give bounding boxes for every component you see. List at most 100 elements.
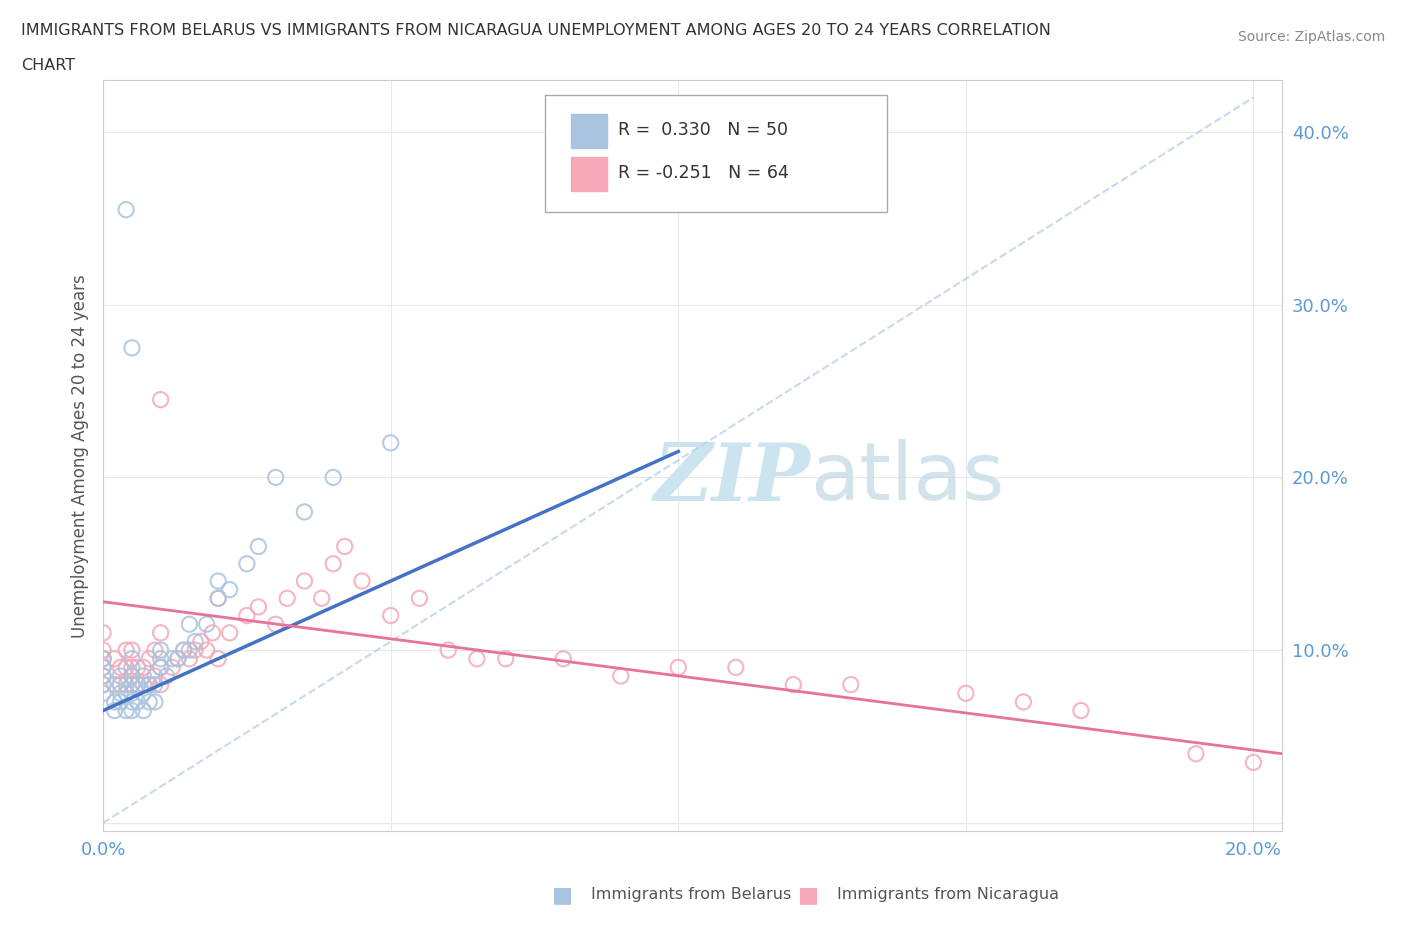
Point bbox=[184, 643, 207, 658]
Point bbox=[149, 660, 172, 675]
Point bbox=[115, 202, 138, 217]
Point bbox=[138, 695, 160, 710]
Text: Immigrants from Nicaragua: Immigrants from Nicaragua bbox=[837, 887, 1059, 902]
Point bbox=[666, 660, 689, 675]
Point bbox=[724, 660, 747, 675]
Point bbox=[138, 651, 160, 666]
Point bbox=[1243, 755, 1265, 770]
Point bbox=[247, 600, 270, 615]
Point bbox=[195, 617, 218, 631]
Point bbox=[201, 625, 224, 640]
Point bbox=[236, 556, 259, 571]
Point bbox=[149, 651, 172, 666]
Y-axis label: Unemployment Among Ages 20 to 24 years: Unemployment Among Ages 20 to 24 years bbox=[72, 274, 89, 638]
Point bbox=[91, 651, 114, 666]
Point bbox=[121, 669, 143, 684]
Point bbox=[121, 703, 143, 718]
Point bbox=[110, 677, 132, 692]
Text: ZIP: ZIP bbox=[654, 440, 811, 517]
Point bbox=[190, 634, 212, 649]
FancyBboxPatch shape bbox=[571, 157, 606, 191]
Point bbox=[322, 556, 344, 571]
Point bbox=[104, 677, 127, 692]
Point bbox=[610, 669, 633, 684]
Point bbox=[91, 685, 114, 700]
Point bbox=[127, 677, 149, 692]
Point bbox=[91, 651, 114, 666]
Point bbox=[839, 677, 862, 692]
Point bbox=[1070, 703, 1092, 718]
Point bbox=[121, 643, 143, 658]
Point bbox=[121, 677, 143, 692]
Text: IMMIGRANTS FROM BELARUS VS IMMIGRANTS FROM NICARAGUA UNEMPLOYMENT AMONG AGES 20 : IMMIGRANTS FROM BELARUS VS IMMIGRANTS FR… bbox=[21, 23, 1050, 38]
Point bbox=[294, 574, 316, 589]
Point bbox=[143, 643, 166, 658]
Point bbox=[104, 703, 127, 718]
Point bbox=[110, 660, 132, 675]
Point bbox=[1012, 695, 1035, 710]
Point bbox=[179, 651, 201, 666]
Point bbox=[132, 669, 155, 684]
Text: R = -0.251   N = 64: R = -0.251 N = 64 bbox=[619, 165, 789, 182]
Point bbox=[155, 669, 177, 684]
Point bbox=[167, 651, 190, 666]
Point bbox=[207, 591, 229, 605]
Point bbox=[115, 677, 138, 692]
Point bbox=[236, 608, 259, 623]
Point bbox=[207, 574, 229, 589]
Point bbox=[121, 651, 143, 666]
Point bbox=[91, 677, 114, 692]
Point bbox=[782, 677, 804, 692]
Point bbox=[121, 660, 143, 675]
Point bbox=[138, 677, 160, 692]
Point bbox=[104, 695, 127, 710]
Point bbox=[91, 643, 114, 658]
FancyBboxPatch shape bbox=[546, 95, 887, 212]
Point bbox=[437, 643, 460, 658]
Text: ■: ■ bbox=[553, 884, 572, 905]
Point bbox=[264, 470, 287, 485]
Point bbox=[143, 695, 166, 710]
Point bbox=[179, 643, 201, 658]
Point bbox=[115, 643, 138, 658]
Point bbox=[110, 669, 132, 684]
Point bbox=[104, 651, 127, 666]
Point bbox=[127, 660, 149, 675]
Point bbox=[121, 677, 143, 692]
Point bbox=[333, 539, 356, 554]
Point bbox=[91, 660, 114, 675]
Point bbox=[149, 677, 172, 692]
Point bbox=[121, 695, 143, 710]
Point bbox=[115, 703, 138, 718]
Point bbox=[408, 591, 430, 605]
Point bbox=[121, 685, 143, 700]
Point bbox=[91, 625, 114, 640]
Text: atlas: atlas bbox=[811, 439, 1005, 517]
Point bbox=[184, 634, 207, 649]
Text: Immigrants from Belarus: Immigrants from Belarus bbox=[591, 887, 790, 902]
Point bbox=[173, 643, 195, 658]
Text: ■: ■ bbox=[799, 884, 818, 905]
Point bbox=[143, 669, 166, 684]
Point bbox=[173, 643, 195, 658]
Point bbox=[195, 643, 218, 658]
Point bbox=[350, 574, 373, 589]
Point bbox=[149, 660, 172, 675]
Point bbox=[294, 504, 316, 519]
Text: Source: ZipAtlas.com: Source: ZipAtlas.com bbox=[1237, 30, 1385, 44]
Point bbox=[149, 643, 172, 658]
Point bbox=[160, 651, 183, 666]
Point bbox=[179, 617, 201, 631]
Point bbox=[127, 677, 149, 692]
Point bbox=[143, 677, 166, 692]
Point bbox=[276, 591, 298, 605]
Point bbox=[207, 591, 229, 605]
Point bbox=[91, 669, 114, 684]
Point bbox=[380, 608, 402, 623]
Text: CHART: CHART bbox=[21, 58, 75, 73]
Point bbox=[110, 685, 132, 700]
Point bbox=[115, 660, 138, 675]
Point bbox=[218, 582, 240, 597]
Point bbox=[110, 695, 132, 710]
Point bbox=[138, 677, 160, 692]
